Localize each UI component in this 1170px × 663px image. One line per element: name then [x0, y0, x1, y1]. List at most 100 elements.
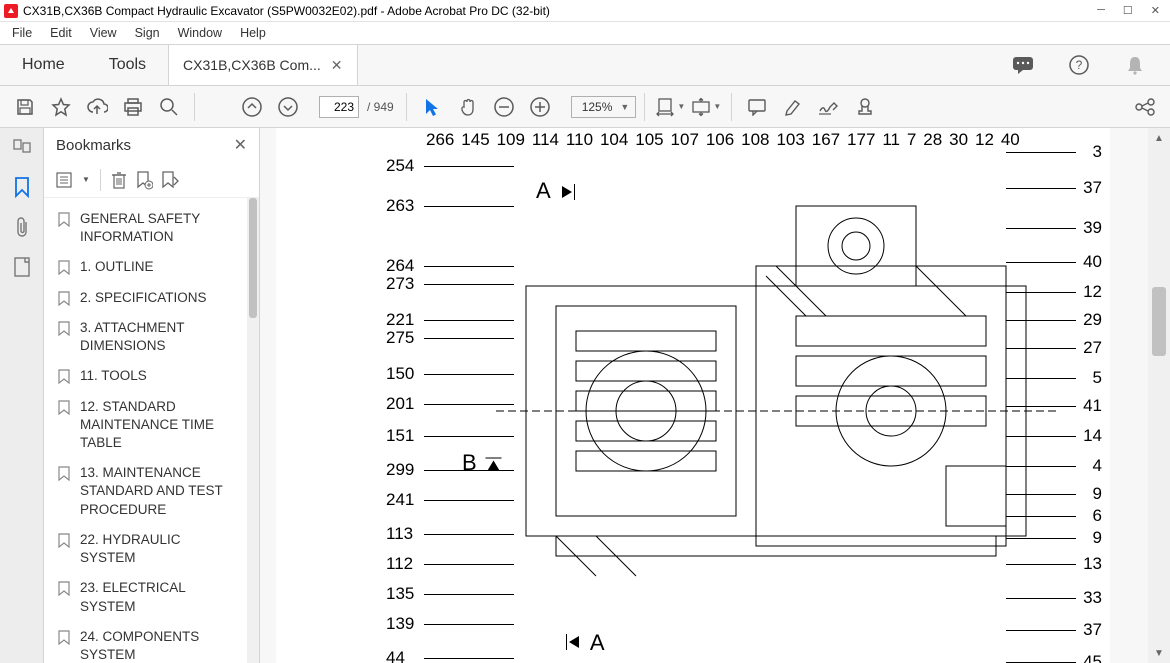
- bookmark-item[interactable]: 2. SPECIFICATIONS: [44, 283, 259, 313]
- leader-line: [1006, 188, 1076, 189]
- callout-number: 273: [386, 274, 414, 294]
- leader-line: [424, 404, 514, 405]
- bookmark-item[interactable]: 3. ATTACHMENT DIMENSIONS: [44, 313, 259, 361]
- leader-line: [1006, 228, 1076, 229]
- menu-file[interactable]: File: [4, 24, 40, 42]
- comment-icon[interactable]: [740, 90, 774, 124]
- highlight-icon[interactable]: [776, 90, 810, 124]
- layers-rail-icon[interactable]: [13, 256, 31, 278]
- window-title-bar: CX31B,CX36B Compact Hydraulic Excavator …: [0, 0, 1170, 22]
- window-close-button[interactable]: ✕: [1151, 4, 1160, 17]
- selection-tool-icon[interactable]: [415, 90, 449, 124]
- bookmark-icon: [58, 581, 72, 596]
- fit-width-icon[interactable]: ▼: [653, 90, 687, 124]
- top-tab-strip: Home Tools CX31B,CX36B Com... ✕ ?: [0, 44, 1170, 86]
- tab-home[interactable]: Home: [0, 45, 87, 85]
- panel-close-icon[interactable]: ✕: [234, 135, 247, 155]
- callout-number: 41: [1083, 396, 1102, 416]
- bookmark-label: 24. COMPONENTS SYSTEM: [80, 628, 245, 663]
- leader-line: [1006, 516, 1076, 517]
- scroll-track[interactable]: [1148, 148, 1170, 643]
- bookmark-item[interactable]: 12. STANDARD MAINTENANCE TIME TABLE: [44, 392, 259, 459]
- tab-document-close-icon[interactable]: ✕: [331, 57, 343, 74]
- new-bookmark-icon[interactable]: [135, 170, 153, 190]
- document-scrollbar[interactable]: ▲ ▼: [1148, 128, 1170, 663]
- bookmarks-scrollbar[interactable]: [247, 198, 259, 663]
- callout-number: 112: [386, 554, 413, 574]
- callout-number: 104: [600, 130, 628, 150]
- print-icon[interactable]: [116, 90, 150, 124]
- save-icon[interactable]: [8, 90, 42, 124]
- page-down-icon[interactable]: [271, 90, 305, 124]
- leader-line: [424, 206, 514, 207]
- callout-number: 37: [1083, 178, 1102, 198]
- chevron-down-icon: ▼: [620, 102, 629, 112]
- menu-help[interactable]: Help: [232, 24, 274, 42]
- window-minimize-button[interactable]: ─: [1097, 4, 1105, 17]
- scroll-down-icon[interactable]: ▼: [1154, 643, 1164, 663]
- bell-icon[interactable]: [1118, 48, 1152, 82]
- bookmark-item[interactable]: GENERAL SAFETY INFORMATION: [44, 204, 259, 252]
- bookmarks-title: Bookmarks: [56, 137, 131, 154]
- zoom-out-icon[interactable]: [487, 90, 521, 124]
- leader-line: [1006, 436, 1076, 437]
- share-icon[interactable]: [1128, 90, 1162, 124]
- notifications-icon[interactable]: [1006, 48, 1040, 82]
- bookmark-item[interactable]: 1. OUTLINE: [44, 252, 259, 282]
- scroll-thumb[interactable]: [1152, 287, 1166, 356]
- page-up-icon[interactable]: [235, 90, 269, 124]
- diagram-top-callouts: 2661451091141101041051071061081031671771…: [426, 130, 1020, 150]
- leader-line: [1006, 378, 1076, 379]
- bookmarks-scroll-thumb[interactable]: [249, 198, 257, 318]
- tab-document[interactable]: CX31B,CX36B Com... ✕: [168, 45, 357, 85]
- main-toolbar: / 949 125% ▼ ▼ ▼: [0, 86, 1170, 128]
- stamp-icon[interactable]: [848, 90, 882, 124]
- callout-number: 9: [1093, 528, 1102, 548]
- menu-edit[interactable]: Edit: [42, 24, 80, 42]
- star-icon[interactable]: [44, 90, 78, 124]
- bookmark-label: GENERAL SAFETY INFORMATION: [80, 210, 245, 246]
- bookmark-item[interactable]: 13. MAINTENANCE STANDARD AND TEST PROCED…: [44, 458, 259, 525]
- page-number-input[interactable]: [319, 96, 359, 118]
- callout-number: 7: [907, 130, 916, 150]
- bookmarks-rail-icon[interactable]: [13, 176, 31, 198]
- expand-bookmark-icon[interactable]: [161, 170, 179, 190]
- cloud-upload-icon[interactable]: [80, 90, 114, 124]
- bookmark-item[interactable]: 24. COMPONENTS SYSTEM: [44, 622, 259, 663]
- help-icon[interactable]: ?: [1062, 48, 1096, 82]
- bookmark-label: 22. HYDRAULIC SYSTEM: [80, 531, 245, 567]
- hand-tool-icon[interactable]: [451, 90, 485, 124]
- document-viewport[interactable]: 2661451091141101041051071061081031671771…: [260, 128, 1170, 663]
- chevron-down-icon[interactable]: ▼: [82, 175, 90, 184]
- tab-tools[interactable]: Tools: [87, 45, 168, 85]
- fit-page-icon[interactable]: ▼: [689, 90, 723, 124]
- callout-number: 37: [1083, 620, 1102, 640]
- callout-number: 5: [1093, 368, 1102, 388]
- bookmark-item[interactable]: 11. TOOLS: [44, 361, 259, 391]
- sign-icon[interactable]: [812, 90, 846, 124]
- callout-number: 40: [1001, 130, 1020, 150]
- menu-sign[interactable]: Sign: [127, 24, 168, 42]
- bookmark-item[interactable]: 23. ELECTRICAL SYSTEM: [44, 573, 259, 621]
- callout-number: 44: [386, 648, 405, 663]
- callout-number: 201: [386, 394, 414, 414]
- bookmarks-list[interactable]: GENERAL SAFETY INFORMATION 1. OUTLINE 2. S…: [44, 198, 259, 663]
- attachments-rail-icon[interactable]: [13, 216, 31, 238]
- menu-window[interactable]: Window: [170, 24, 230, 42]
- delete-bookmark-icon[interactable]: [111, 171, 127, 189]
- bookmark-icon: [58, 630, 72, 645]
- leader-line: [1006, 348, 1076, 349]
- zoom-in-icon[interactable]: [523, 90, 557, 124]
- bookmark-item[interactable]: 22. HYDRAULIC SYSTEM: [44, 525, 259, 573]
- find-icon[interactable]: [152, 90, 186, 124]
- menu-view[interactable]: View: [82, 24, 125, 42]
- bookmark-label: 2. SPECIFICATIONS: [80, 289, 245, 307]
- bookmark-icon: [58, 533, 72, 548]
- callout-number: 6: [1093, 506, 1102, 526]
- bookmarks-options-icon[interactable]: [56, 172, 74, 188]
- scroll-up-icon[interactable]: ▲: [1154, 128, 1164, 148]
- zoom-level-select[interactable]: 125% ▼: [571, 96, 637, 118]
- callout-number: 14: [1083, 426, 1102, 446]
- thumbnails-rail-icon[interactable]: [12, 138, 32, 158]
- window-maximize-button[interactable]: ☐: [1123, 4, 1133, 17]
